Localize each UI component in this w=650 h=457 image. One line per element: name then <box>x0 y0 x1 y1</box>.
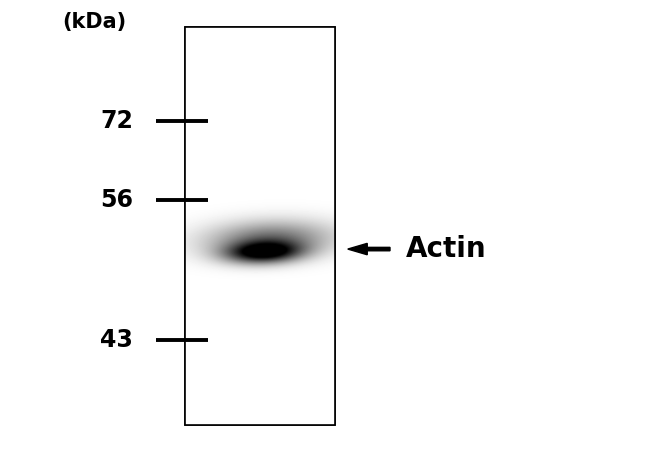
Text: (kDa): (kDa) <box>62 12 126 32</box>
Text: 56: 56 <box>100 188 133 213</box>
Text: 72: 72 <box>100 109 133 133</box>
Text: Actin: Actin <box>406 235 487 263</box>
Bar <box>185 27 335 425</box>
FancyArrow shape <box>348 243 390 255</box>
Text: 43: 43 <box>100 328 133 351</box>
Bar <box>185 27 335 425</box>
